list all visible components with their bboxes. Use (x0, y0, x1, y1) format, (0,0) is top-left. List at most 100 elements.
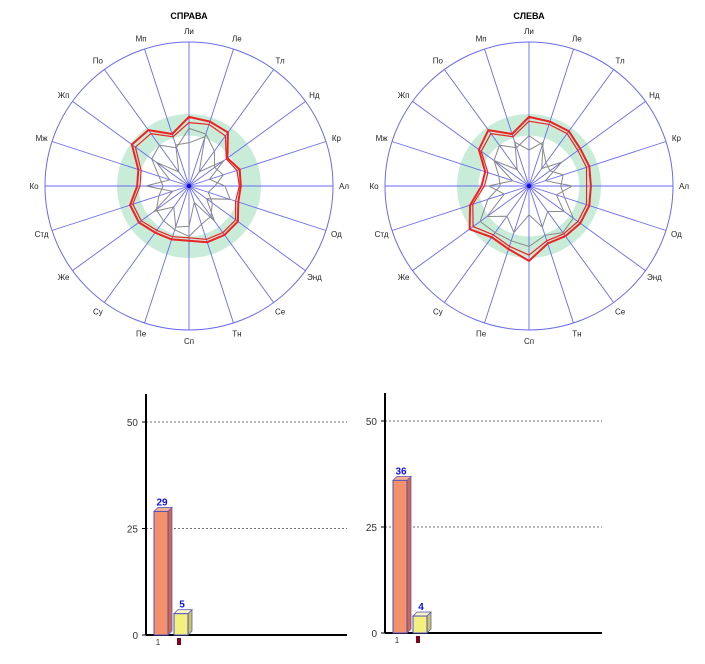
bar-value-label: 36 (395, 466, 407, 477)
radar-series-outer (468, 115, 592, 263)
radar-spoke (72, 100, 190, 187)
bar-value-label: 4 (418, 602, 424, 613)
radar-spoke (484, 185, 530, 324)
radar-spoke (391, 141, 530, 187)
bar (153, 510, 169, 636)
radar-spoke (528, 48, 574, 187)
radar-axis-label: Энд (307, 273, 322, 282)
radar-spoke (51, 141, 190, 187)
radar-spoke (144, 185, 190, 324)
radar-axis-label: Мж (36, 134, 49, 143)
radar-axis-label: Пе (136, 329, 147, 338)
radar-spoke (188, 185, 275, 303)
radar-spoke (188, 141, 327, 187)
radar-spoke (484, 48, 530, 187)
radar-axis-label: Же (58, 273, 70, 282)
radar-series-inner2 (145, 135, 231, 228)
bar-side (167, 506, 173, 636)
radar-axis-label: Сп (184, 337, 194, 346)
radar-spoke (528, 100, 646, 187)
radar-axis-label: Тл (276, 57, 286, 66)
radar-series-inner (151, 127, 224, 237)
radar-spoke (72, 185, 190, 272)
radar-axis-label: По (93, 57, 104, 66)
radar-axis-label: Ле (232, 35, 242, 44)
radar-spoke (51, 185, 190, 231)
x-tick-label: 1 (156, 638, 161, 647)
bar-value-label: 29 (156, 497, 168, 508)
radar-spoke (188, 100, 306, 187)
radar-axis-label: Мп (136, 35, 147, 44)
radar-axis-label: Ко (29, 182, 39, 191)
radar-series-outer2 (132, 121, 241, 241)
radar-spoke (103, 69, 190, 187)
radar-title: СПРАВА (170, 11, 208, 21)
radar-axis-label: Пе (476, 329, 487, 338)
radar-axis-label: Энд (647, 273, 662, 282)
radar-axis-label: Се (615, 307, 626, 316)
bar (392, 479, 408, 634)
radar-series-outer2 (472, 120, 588, 256)
radar-spoke (443, 185, 530, 303)
radar-axis-label: Сп (524, 337, 534, 346)
radar-chart-right: СПРАВА Ли Ле Тл Нд Кр Ал Од Энд Се Тн Сп Пе Су Же Стд К… (29, 11, 349, 346)
radar-axis-label: Ко (369, 182, 379, 191)
y-tick-label: 25 (127, 525, 139, 536)
radar-axis-label: Ли (524, 27, 534, 36)
radar-axis-label: Су (93, 307, 103, 316)
y-tick-label: 25 (366, 523, 378, 534)
y-tick-label: 50 (127, 418, 139, 429)
radar-series-inner (479, 134, 574, 248)
radar-axis-label: Тн (232, 329, 241, 338)
radar-spoke (391, 185, 530, 231)
radar-axis-label: Нд (309, 91, 320, 100)
radar-axis-label: Жп (58, 91, 70, 100)
radar-spoke (188, 48, 234, 187)
y-tick-label: 0 (132, 631, 138, 642)
x-marker (177, 638, 181, 645)
radar-axis-label: Од (671, 230, 682, 239)
radar-axis-label: Ал (339, 182, 349, 191)
radar-center-marker (186, 183, 192, 189)
radar-spoke (528, 69, 615, 187)
radar-spoke (528, 141, 667, 187)
radar-spoke (443, 69, 530, 187)
radar-axis-label: Од (331, 230, 342, 239)
radar-spoke (528, 185, 646, 272)
bar-chart-left: 0 25 50 36 4 1 (366, 393, 602, 645)
bar-side (406, 475, 412, 634)
y-tick-label: 50 (366, 417, 378, 428)
radar-axis-label: Жп (398, 91, 410, 100)
x-tick-label: 1 (395, 636, 400, 645)
radar-center-marker (526, 183, 532, 189)
radar-spoke (188, 185, 327, 231)
y-tick-label: 0 (371, 629, 377, 640)
radar-spoke (188, 69, 275, 187)
bar-value-label: 5 (179, 600, 185, 611)
bar-chart-right: 0 25 50 29 5 1 (127, 394, 347, 647)
radar-series-outer (129, 115, 242, 244)
radar-axis-label: Стд (375, 230, 389, 239)
radar-axis-label: Ле (572, 35, 582, 44)
radar-axis-label: Ал (679, 182, 689, 191)
radar-axis-label: Же (398, 273, 410, 282)
radar-axis-label: Кр (672, 134, 682, 143)
radar-axis-label: Стд (35, 230, 49, 239)
radar-spoke (528, 185, 574, 324)
radar-spoke (144, 48, 190, 187)
radar-chart-left: СЛЕВА Ли Ле Тл Нд Кр Ал Од Энд Се Тн Сп Пе Су Же Стд Ко… (369, 11, 689, 346)
radar-spoke (188, 185, 306, 272)
bar (412, 615, 428, 634)
radar-spoke (188, 185, 234, 324)
radar-axis-label: Ли (184, 27, 194, 36)
radar-axis-label: Се (275, 307, 286, 316)
radar-spoke (528, 185, 667, 231)
radar-axis-label: По (433, 57, 444, 66)
radar-axis-label: Мп (476, 35, 487, 44)
radar-title: СЛЕВА (513, 11, 545, 21)
radar-axis-label: Су (433, 307, 443, 316)
radar-axis-label: Кр (332, 134, 342, 143)
radar-axis-label: Тл (616, 57, 626, 66)
radar-axis-label: Мж (376, 134, 389, 143)
